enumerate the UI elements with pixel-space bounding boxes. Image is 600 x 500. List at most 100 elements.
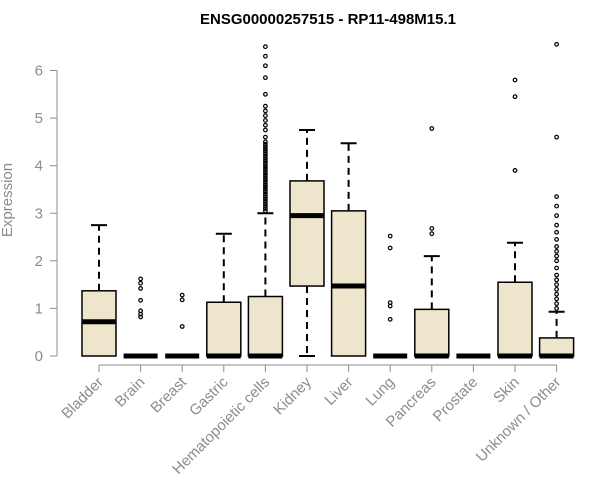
- outlier-point: [138, 280, 144, 286]
- x-tick-label: Brain: [112, 374, 149, 411]
- y-tick-label: 2: [35, 253, 43, 270]
- outlier-point: [263, 206, 268, 211]
- outlier-point: [263, 203, 268, 209]
- outlier-point: [263, 63, 268, 69]
- outlier-point: [263, 122, 268, 128]
- box-breast: [165, 292, 200, 359]
- outlier-point: [554, 277, 559, 283]
- outlier-point: [263, 201, 268, 207]
- box-hematopoietic-cells: [247, 44, 284, 359]
- x-tick-label: Liver: [321, 374, 356, 409]
- outlier-point: [263, 187, 268, 192]
- outlier-point: [263, 160, 268, 166]
- outlier-point: [263, 148, 268, 154]
- box-pancreas: [414, 126, 450, 359]
- outlier-point: [263, 151, 268, 157]
- outlier-point: [263, 44, 268, 50]
- outlier-point: [179, 297, 185, 303]
- outlier-point: [554, 296, 559, 302]
- box-kidney: [289, 128, 325, 357]
- outlier-point: [263, 184, 268, 190]
- box-iqr: [247, 295, 284, 357]
- outlier-point: [263, 163, 268, 169]
- outlier-point: [263, 103, 268, 109]
- outlier-point: [554, 41, 559, 47]
- outlier-point: [554, 222, 559, 228]
- outlier-point: [138, 286, 144, 291]
- outlier-point: [554, 134, 559, 140]
- outlier-point: [554, 203, 559, 209]
- y-tick-label: 0: [35, 348, 43, 365]
- outlier-point: [179, 324, 185, 329]
- y-tick-label: 5: [35, 110, 43, 127]
- y-tick-label: 1: [35, 300, 43, 317]
- outlier-point: [554, 253, 559, 259]
- outlier-point: [263, 194, 268, 199]
- outlier-point: [554, 213, 559, 219]
- outlier-point: [554, 291, 559, 297]
- outlier-point: [554, 194, 559, 199]
- outlier-point: [263, 198, 268, 204]
- outlier-point: [263, 127, 268, 133]
- box-brain: [123, 276, 158, 359]
- x-tick-label: Breast: [147, 373, 190, 416]
- x-tick-label: Bladder: [58, 374, 107, 423]
- x-tick-label: Kidney: [270, 373, 315, 418]
- outlier-point: [387, 233, 393, 239]
- outlier-point: [263, 139, 268, 145]
- box-skin: [497, 77, 533, 359]
- box-lung: [373, 233, 408, 359]
- y-tick-label: 6: [35, 63, 43, 80]
- outlier-point: [263, 144, 268, 150]
- chart-title: ENSG00000257515 - RP11-498M15.1: [200, 11, 456, 28]
- box-bladder: [81, 224, 117, 357]
- outlier-point: [138, 276, 144, 282]
- y-axis: 0 1 2 3 4 5 6: [35, 63, 58, 365]
- outlier-point: [512, 77, 518, 83]
- outlier-point: [263, 189, 268, 195]
- outlier-point: [263, 156, 268, 161]
- outlier-point: [429, 231, 435, 237]
- outlier-point: [263, 177, 268, 183]
- outlier-point: [263, 158, 268, 164]
- outlier-point: [138, 308, 144, 314]
- outlier-point: [554, 229, 559, 235]
- outlier-point: [554, 265, 559, 271]
- outlier-point: [387, 300, 393, 306]
- outlier-point: [263, 182, 268, 188]
- outlier-point: [263, 153, 268, 159]
- outlier-point: [263, 113, 268, 119]
- outlier-point: [554, 248, 559, 254]
- outlier-point: [263, 53, 268, 59]
- outlier-point: [554, 237, 559, 242]
- box-iqr: [330, 210, 367, 357]
- outlier-point: [263, 168, 268, 173]
- outlier-point: [263, 196, 268, 202]
- outlier-point: [263, 175, 268, 180]
- outlier-point: [512, 168, 518, 173]
- outlier-point: [554, 286, 559, 292]
- box-iqr: [497, 281, 533, 357]
- outlier-point: [263, 165, 268, 171]
- outlier-point: [263, 191, 268, 197]
- outlier-point: [263, 75, 268, 81]
- outlier-point: [263, 91, 268, 97]
- y-tick-label: 3: [35, 205, 43, 222]
- outlier-point: [263, 172, 268, 178]
- outlier-point: [429, 226, 435, 231]
- box-liver: [330, 142, 367, 357]
- outlier-point: [263, 118, 268, 123]
- box-iqr: [414, 308, 450, 357]
- outlier-point: [387, 316, 393, 322]
- box-iqr: [289, 180, 325, 287]
- box-iqr: [206, 301, 242, 357]
- outlier-point: [554, 282, 559, 288]
- box-iqr: [538, 337, 575, 357]
- outlier-point: [554, 258, 559, 264]
- outlier-point: [138, 314, 144, 320]
- x-tick-label: Skin: [490, 374, 523, 407]
- outlier-point: [138, 297, 144, 303]
- outlier-point: [263, 146, 268, 152]
